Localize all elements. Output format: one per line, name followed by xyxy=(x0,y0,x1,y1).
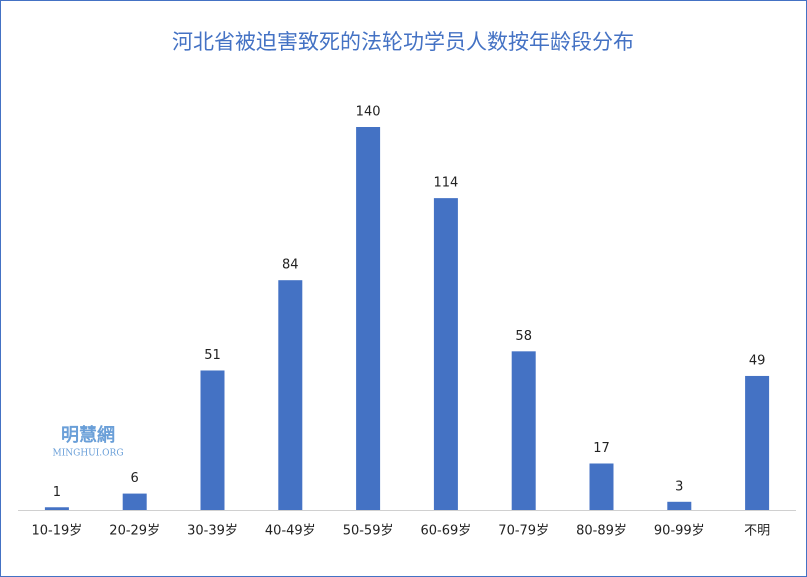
bar xyxy=(589,463,614,510)
x-tick-label: 60-69岁 xyxy=(421,524,472,539)
watermark-url: MINGHUI.ORG xyxy=(52,449,123,459)
value-label: 84 xyxy=(282,258,299,273)
chart-title: 河北省被迫害致死的法轮功学员人数按年龄段分布 xyxy=(172,30,634,54)
bar xyxy=(511,351,536,510)
x-tick-label: 80-89岁 xyxy=(576,524,627,539)
value-label: 6 xyxy=(131,471,139,486)
x-tick-label: 30-39岁 xyxy=(187,524,238,539)
bar xyxy=(667,501,692,510)
bar xyxy=(745,375,770,510)
x-tick-label: 不明 xyxy=(744,524,770,539)
x-tick-label: 10-19岁 xyxy=(32,524,83,539)
x-tick-label: 40-49岁 xyxy=(265,524,316,539)
watermark-logo: 明慧網 xyxy=(61,424,115,446)
value-label: 3 xyxy=(675,479,683,494)
x-tick-label: 20-29岁 xyxy=(109,524,160,539)
bar xyxy=(200,370,225,510)
value-label: 17 xyxy=(593,441,610,456)
value-label: 51 xyxy=(204,348,221,363)
bar xyxy=(356,127,381,510)
value-label: 58 xyxy=(515,329,532,344)
value-label: 140 xyxy=(356,105,381,120)
x-tick-label: 50-59岁 xyxy=(343,524,394,539)
value-label: 114 xyxy=(433,176,458,191)
x-tick-label: 70-79岁 xyxy=(498,524,549,539)
value-label: 49 xyxy=(749,353,766,368)
bar xyxy=(122,493,147,510)
x-tick-label: 90-99岁 xyxy=(654,524,705,539)
bar xyxy=(44,507,69,510)
bar xyxy=(433,198,458,510)
bar xyxy=(278,280,303,510)
value-label: 1 xyxy=(53,485,61,500)
